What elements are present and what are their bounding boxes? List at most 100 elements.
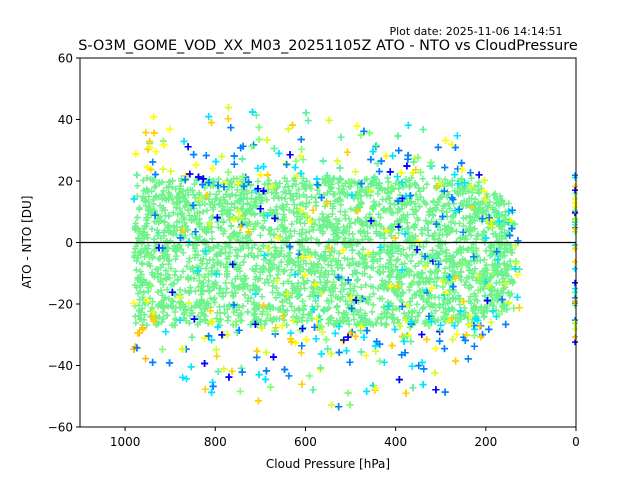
data-point (409, 251, 416, 259)
data-point (159, 165, 167, 173)
data-point (309, 206, 317, 214)
data-point (320, 306, 327, 314)
data-point (473, 235, 480, 243)
data-point (342, 297, 349, 305)
data-point (283, 296, 290, 303)
data-point (172, 248, 179, 255)
data-point (449, 294, 457, 302)
data-point (263, 136, 271, 144)
data-point (384, 174, 391, 182)
data-point (302, 109, 310, 117)
data-point (239, 173, 247, 181)
data-point (370, 173, 378, 181)
data-point (299, 311, 307, 318)
data-point (190, 315, 198, 323)
data-point (202, 227, 209, 235)
data-point (455, 205, 463, 213)
data-point (411, 224, 418, 231)
data-point (221, 196, 228, 204)
data-point (185, 299, 193, 307)
data-point (441, 163, 449, 171)
data-point (156, 202, 164, 209)
data-point (312, 335, 320, 343)
data-point (444, 296, 452, 303)
data-point (411, 200, 419, 207)
data-point (264, 244, 272, 252)
data-point (476, 204, 484, 211)
data-point (325, 304, 333, 311)
data-point (159, 292, 166, 299)
data-point (572, 339, 578, 346)
data-point (267, 383, 275, 391)
plot-date-subtitle: Plot date: 2025-11-06 14:14:51 (389, 25, 562, 38)
data-point (377, 214, 384, 221)
data-point (282, 228, 290, 236)
data-point (181, 176, 189, 184)
data-point (572, 258, 578, 265)
data-point (244, 308, 251, 316)
data-point (361, 319, 368, 326)
data-point (134, 254, 142, 262)
data-point (237, 223, 245, 231)
data-point (398, 266, 406, 274)
data-point (375, 269, 383, 276)
data-point (406, 298, 414, 305)
data-point (396, 322, 404, 330)
data-point (162, 328, 170, 336)
data-point (433, 274, 441, 281)
data-point (572, 285, 578, 292)
data-point (330, 175, 338, 182)
data-point (218, 245, 226, 253)
data-point (268, 264, 276, 271)
data-point (262, 367, 270, 375)
data-point (232, 275, 239, 283)
data-point (291, 307, 298, 314)
data-point (155, 178, 163, 186)
data-point (439, 278, 447, 286)
data-point (335, 250, 343, 257)
data-point (300, 191, 307, 198)
data-point (451, 144, 459, 152)
data-point (317, 323, 325, 331)
data-point (334, 220, 341, 228)
data-point (449, 335, 457, 343)
data-point (327, 185, 335, 192)
data-point (151, 171, 159, 179)
data-point (451, 322, 459, 330)
data-point (349, 255, 356, 262)
data-point (232, 192, 240, 200)
data-point (260, 242, 267, 250)
data-point (148, 269, 156, 276)
data-point (252, 286, 260, 294)
data-point (446, 264, 453, 271)
data-point (228, 191, 236, 198)
data-point (506, 232, 514, 240)
data-point (187, 307, 195, 314)
data-point (237, 364, 245, 372)
x-tick-label: 1000 (110, 435, 141, 449)
data-point (251, 199, 258, 206)
data-point (143, 216, 150, 224)
data-point (312, 202, 320, 210)
data-point (441, 222, 448, 230)
data-point (179, 227, 187, 235)
data-point (196, 202, 204, 209)
data-point (347, 220, 355, 227)
data-point (288, 232, 295, 240)
data-point (485, 325, 493, 333)
data-point (235, 326, 243, 334)
data-point (145, 198, 152, 206)
data-point (412, 191, 420, 199)
data-point (172, 268, 179, 275)
data-point (429, 247, 436, 254)
data-point (141, 279, 149, 286)
data-point (495, 310, 503, 318)
data-point (358, 314, 366, 322)
data-point (493, 208, 501, 216)
data-point (442, 136, 450, 144)
data-point (289, 196, 297, 204)
data-point (191, 245, 199, 252)
data-point (259, 308, 266, 315)
data-point (413, 301, 421, 308)
data-point (418, 358, 426, 366)
